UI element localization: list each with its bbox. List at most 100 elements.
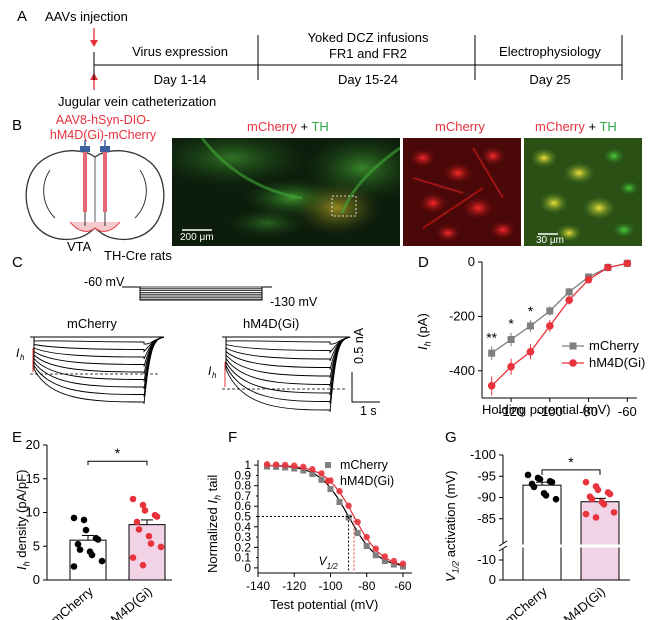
g-category-label: mCherry [502,583,550,620]
d-legend-label: mCherry [589,338,639,353]
scale-bar-30: 30 μm [536,235,564,246]
group2-label: hM4D(Gi) [243,316,300,331]
e-datapoint [157,543,165,551]
g-datapoint [610,509,618,516]
phase-1-title: Virus expression [132,44,228,59]
trace-hm4d [222,336,351,387]
g-ylabel: V1/2 activation (mV) [443,470,461,583]
trace-hm4d [222,336,351,362]
g-datapoint [548,478,556,486]
e-ytick-label: 10 [26,505,40,520]
f-xtick-label: -120 [282,579,306,593]
trace-mcherry [30,336,165,353]
trace-hm4d [222,336,351,354]
g-ytick-label: -90 [477,490,496,505]
d-legend-marker [569,359,577,367]
d-point-hm4d [584,275,593,284]
e-datapoint [88,551,96,559]
f-point-hm4d [336,488,343,495]
f-point-hm4d [291,462,298,469]
d-point-mcherry [488,349,496,357]
g-datapoint [542,492,550,499]
e-ytick-label: 0 [33,572,40,587]
g-datapoint [606,490,614,498]
f-xtick-label: -100 [318,579,342,593]
phase-2-title-1: Yoked DCZ infusions [307,30,429,45]
e-ytick-label: 20 [26,437,40,452]
d-point-hm4d [546,322,554,330]
e-datapoint [94,536,102,543]
v-step-label: -130 mV [270,295,318,309]
f-vhalf-sub: 1/2 [327,562,339,571]
svg-text:h: h [20,353,25,362]
g-datapoint [582,510,590,518]
f-point-hm4d [354,518,361,526]
scale-bar-200: 200 μm [180,232,214,243]
e-bar-1 [128,524,166,581]
f-ytick-label: 0.3 [234,530,251,544]
f-fit-1 [267,464,404,566]
trace-hm4d [222,336,351,404]
chart-f: 00.10.20.30.40.50.60.70.80.91 -140 -120 -10… [234,458,412,593]
e-datapoint [139,561,147,569]
phase-3-title: Electrophysiology [499,44,601,59]
scale-y-label: 0.5 nA [352,327,366,364]
d-xtick-label: -120 [498,404,524,419]
aav-injection-label: AAVs injection [45,9,128,24]
e-category-label: mCherry [48,583,96,620]
d-ytick-label: -200 [449,308,475,323]
d-point-hm4d [604,263,612,272]
d-legend-label: hM4D(Gi) [589,355,645,370]
f-point-hm4d [345,502,352,509]
g-ytick-label: -100 [470,447,496,462]
panel-label-g: G [445,429,457,446]
img2-title: mCherry [435,119,485,134]
virus-label-2: hM4D(Gi)-mCherry [49,128,157,142]
phase-3-days: Day 25 [529,72,571,87]
protocol-outline [122,286,272,301]
d-significance: * [528,303,534,319]
d-point-hm4d [487,381,496,390]
f-point-mcherry [381,558,388,565]
trace-hm4d [222,336,351,370]
d-point-hm4d [565,296,573,304]
d-point-hm4d [507,362,515,371]
f-ytick-label: 0.9 [234,468,251,482]
timeline-svg [90,28,623,90]
trace-hm4d [222,336,351,396]
panel-label-d: D [418,254,429,271]
trace-mcherry [30,336,165,397]
d-point-hm4d [526,347,535,356]
region-label: VTA [67,239,92,254]
f-point-hm4d [381,553,389,560]
micrograph-mcherry [403,138,521,246]
f-xlabel: Test potential (mV) [270,597,379,612]
trace-hm4d [222,336,351,345]
g-datapoint [582,478,590,486]
g-ytick-label: -95 [477,468,496,483]
jugular-label: Jugular vein catheterization [58,94,217,109]
g-datapoint [592,514,600,521]
d-point-hm4d [623,259,632,268]
img1-title: mCherry + TH [247,119,329,134]
e-datapoint [129,554,137,562]
f-vhalf-label: V [319,554,328,568]
d-series-line-1 [491,262,628,387]
e-datapoint [70,563,78,570]
f-point-mcherry [327,486,334,493]
e-ytick-label: 5 [33,538,40,553]
g-sig-bracket [541,469,601,475]
f-ytick-label: 0.1 [234,551,251,565]
f-point-hm4d [281,461,289,469]
f-point-hm4d [300,463,307,471]
animal-label: TH-Cre rats [104,248,172,263]
d-xlabel: Holding potential (mV) [482,402,611,417]
g-significance: * [568,454,574,470]
e-datapoint [133,518,141,526]
f-legend-label: mCherry [340,458,389,472]
e-datapoint [70,514,78,522]
d-point-mcherry [507,336,515,344]
f-point-hm4d [263,461,271,468]
e-ylabel: Ih density (pA/pF) [14,469,32,570]
